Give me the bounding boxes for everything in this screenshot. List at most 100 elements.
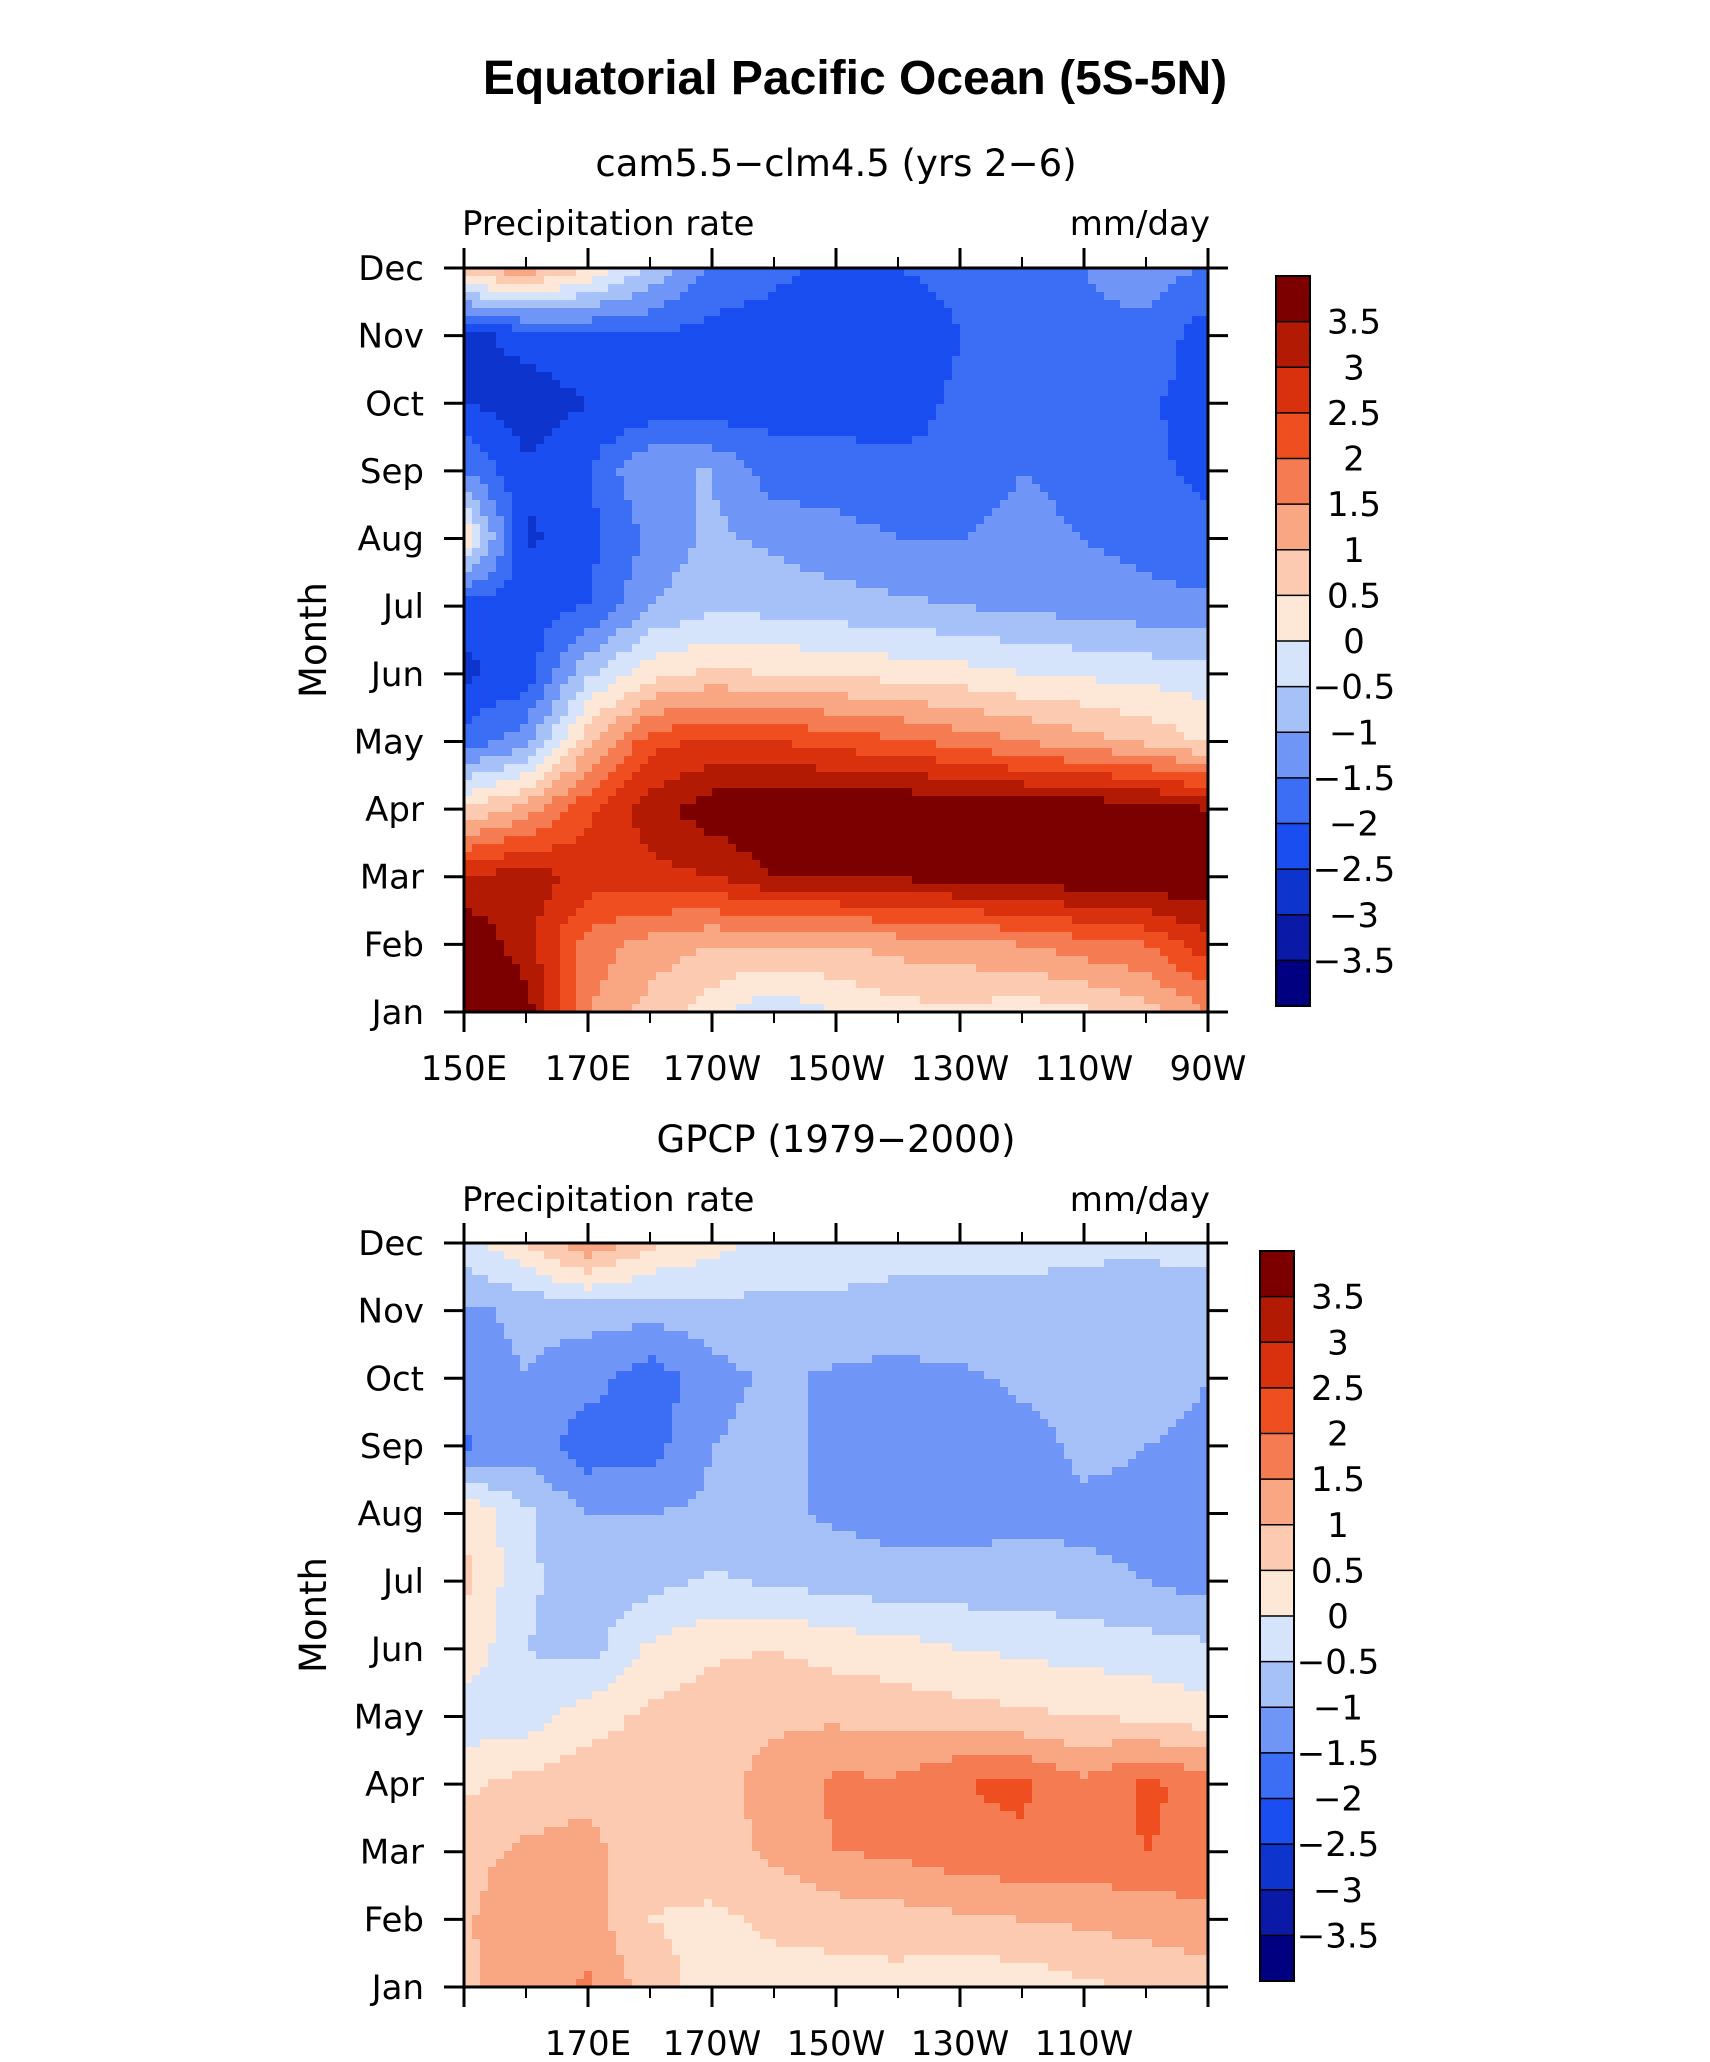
contour-cell [1080,356,1089,365]
contour-cell [584,332,593,341]
contour-cell [696,572,705,581]
contour-cell [1192,428,1201,437]
contour-cell [888,516,897,525]
contour-cell [512,660,521,669]
contour-cell [552,268,561,277]
contour-cell [504,564,513,573]
contour-cell [704,468,713,477]
contour-cell [744,484,753,493]
contour-cell [584,612,593,621]
contour-cell [896,292,905,301]
contour-cell [1048,292,1057,301]
contour-cell [1176,524,1185,533]
contour-cell [624,500,633,509]
contour-cell [800,460,809,469]
contour-cell [792,452,801,461]
contour-cell [744,372,753,381]
contour-cell [880,372,889,381]
contour-cell [792,596,801,605]
contour-cell [896,612,905,621]
contour-cell [976,468,985,477]
contour-cell [1032,460,1041,469]
contour-cell [1112,484,1121,493]
contour-cell [768,636,777,645]
contour-cell [896,660,905,669]
contour-cell [1056,348,1065,357]
contour-cell [584,340,593,349]
contour-cell [1112,380,1121,389]
contour-cell [1136,324,1145,333]
contour-cell [488,484,497,493]
contour-cell [1184,452,1193,461]
contour-cell [632,492,641,501]
contour-cell [944,580,953,589]
contour-cell [752,516,761,525]
contour-cell [1152,684,1161,693]
contour-cell [1000,308,1009,317]
contour-cell [968,484,977,493]
contour-cell [1032,628,1041,637]
contour-cell [1072,276,1081,285]
contour-cell [1008,300,1017,309]
contour-cell [504,316,513,325]
contour-cell [712,524,721,533]
contour-cell [496,444,505,453]
contour-cell [1152,284,1161,293]
contour-cell [512,516,521,525]
contour-cell [880,652,889,661]
contour-cell [592,684,601,693]
contour-cell [808,380,817,389]
contour-cell [1112,468,1121,477]
contour-cell [1040,652,1049,661]
contour-cell [1144,284,1153,293]
contour-cell [472,356,481,365]
contour-cell [1160,484,1169,493]
contour-cell [784,620,793,629]
contour-cell [752,564,761,573]
contour-cell [880,508,889,517]
contour-cell [584,532,593,541]
contour-cell [896,444,905,453]
contour-cell [512,684,521,693]
contour-cell [816,652,825,661]
contour-cell [848,644,857,653]
contour-cell [560,580,569,589]
contour-cell [968,540,977,549]
contour-cell [608,324,617,333]
contour-cell [840,396,849,405]
contour-cell [944,356,953,365]
contour-cell [536,580,545,589]
contour-cell [1136,596,1145,605]
contour-cell [1072,324,1081,333]
contour-cell [1088,612,1097,621]
contour-cell [856,684,865,693]
contour-cell [880,676,889,685]
contour-cell [936,332,945,341]
contour-cell [848,692,857,701]
contour-cell [1024,548,1033,557]
contour-cell [632,588,641,597]
contour-cell [1128,532,1137,541]
contour-cell [856,668,865,677]
contour-cell [608,524,617,533]
contour-cell [560,628,569,637]
contour-cell [528,364,537,373]
contour-cell [888,452,897,461]
contour-cell [1112,444,1121,453]
contour-cell [464,324,473,333]
contour-cell [1024,492,1033,501]
contour-cell [1048,276,1057,285]
contour-cell [640,620,649,629]
contour-cell [640,612,649,621]
contour-cell [536,292,545,301]
contour-cell [856,636,865,645]
contour-cell [848,612,857,621]
contour-cell [600,452,609,461]
contour-cell [1128,444,1137,453]
contour-cell [840,404,849,413]
contour-cell [560,404,569,413]
contour-cell [544,436,553,445]
contour-cell [616,420,625,429]
contour-cell [1168,396,1177,405]
contour-cell [984,556,993,565]
